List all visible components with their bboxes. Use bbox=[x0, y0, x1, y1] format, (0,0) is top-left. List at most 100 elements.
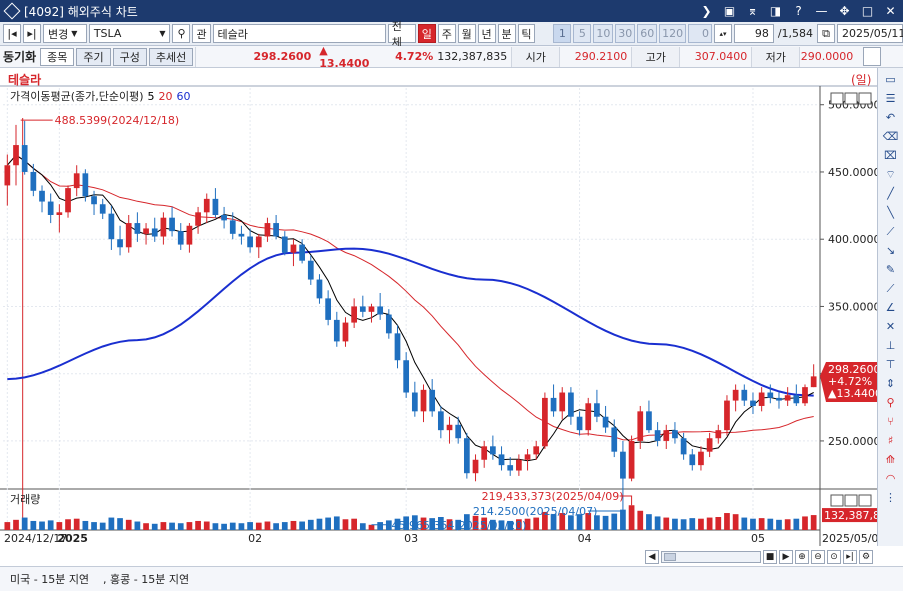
scroll-right-icon[interactable]: ▶ bbox=[779, 549, 793, 564]
scroll-end-icon[interactable]: ▸| bbox=[843, 549, 857, 564]
change-select[interactable]: 변경 ▼ bbox=[43, 24, 87, 43]
period-minute[interactable]: 분 bbox=[497, 24, 516, 43]
scroll-stop-icon[interactable]: ■ bbox=[763, 549, 777, 564]
volume-bar bbox=[394, 518, 401, 530]
arc-icon[interactable]: ◠ bbox=[885, 472, 896, 485]
list-icon[interactable]: ☰ bbox=[885, 92, 896, 105]
vertical-line-icon[interactable]: ⊥ bbox=[885, 339, 896, 352]
period-tick[interactable]: 틱 bbox=[517, 24, 536, 43]
zoom-fit-icon[interactable]: ⧉ bbox=[817, 24, 836, 43]
current-price: 298.2600 bbox=[195, 46, 315, 67]
undo-icon[interactable]: ↶ bbox=[885, 111, 896, 124]
trend-line-icon[interactable]: ⟋ bbox=[886, 224, 895, 238]
option-checkbox[interactable] bbox=[863, 47, 882, 66]
volume-bar bbox=[195, 520, 201, 530]
zoom-reset-icon[interactable]: ⊙ bbox=[827, 549, 841, 564]
volume-bar bbox=[437, 517, 444, 530]
minute-120[interactable]: 120 bbox=[659, 24, 687, 43]
minute-30[interactable]: 30 bbox=[615, 24, 636, 43]
volume-bar bbox=[160, 522, 167, 530]
period-day[interactable]: 일 bbox=[417, 24, 436, 43]
screenshot-icon[interactable]: ▣ bbox=[723, 3, 736, 18]
move-icon[interactable]: ✥ bbox=[839, 3, 850, 18]
ray-icon[interactable]: ╲ bbox=[887, 206, 894, 219]
first-icon[interactable]: |◂ bbox=[3, 24, 21, 43]
cursor-icon[interactable]: ▭ bbox=[885, 73, 896, 86]
chart-area[interactable]: 500.0000450.0000400.0000350.0000300.0000… bbox=[0, 68, 894, 546]
ma-legend[interactable]: 가격이동평균(종가,단순이평) 5 20 60 bbox=[10, 88, 191, 104]
price-chart[interactable]: 500.0000450.0000400.0000350.0000300.0000… bbox=[0, 68, 894, 546]
volume-bar bbox=[299, 521, 305, 530]
tab-stock[interactable]: 종목 bbox=[40, 47, 75, 66]
low-label: 저가 bbox=[751, 46, 800, 67]
candle-body bbox=[776, 397, 782, 401]
horizontal-line-icon[interactable]: ⊤ bbox=[885, 358, 896, 371]
minute-5[interactable]: 5 bbox=[573, 24, 592, 43]
candle-body bbox=[481, 446, 488, 460]
spinner-icon[interactable]: ▴▾ bbox=[713, 24, 732, 43]
pen-icon[interactable]: ✎ bbox=[885, 263, 896, 276]
volume-bar bbox=[680, 519, 687, 530]
candle-body bbox=[672, 430, 678, 439]
volume-bar bbox=[221, 523, 227, 530]
candle-body bbox=[82, 173, 89, 197]
close-icon[interactable]: ✕ bbox=[885, 3, 896, 18]
gann-icon[interactable]: ♯ bbox=[887, 434, 894, 447]
magnet-icon[interactable]: ⌔ bbox=[885, 167, 896, 181]
low-value: 290.0000 bbox=[799, 46, 857, 67]
interest-button[interactable]: 관 bbox=[192, 24, 211, 43]
slope-icon[interactable]: ⟋ bbox=[886, 281, 895, 295]
cross-icon[interactable]: ✕ bbox=[885, 320, 896, 333]
settings-icon[interactable]: ⚙ bbox=[859, 549, 873, 564]
all-button[interactable]: 전체 bbox=[387, 20, 416, 49]
zoom-out-icon[interactable]: ⊖ bbox=[811, 549, 825, 564]
zoom-in-icon[interactable]: ⊕ bbox=[795, 549, 809, 564]
fork-icon[interactable]: ⑂ bbox=[887, 415, 894, 428]
tab-composition[interactable]: 구성 bbox=[112, 47, 147, 66]
erase-all-icon[interactable]: ⌧ bbox=[884, 149, 897, 162]
scroll-left-icon[interactable]: ◀ bbox=[645, 549, 659, 564]
angle-icon[interactable]: ∠ bbox=[885, 301, 896, 314]
candle-body bbox=[663, 430, 670, 441]
next-icon[interactable]: ▸| bbox=[23, 24, 41, 43]
minimize-icon[interactable]: — bbox=[815, 3, 828, 18]
fan-icon[interactable]: ⟰ bbox=[885, 453, 896, 466]
ticker-input[interactable]: TSLA ▼ bbox=[88, 24, 171, 43]
minute-1[interactable]: 1 bbox=[553, 24, 572, 43]
count-input[interactable]: 98 bbox=[733, 24, 774, 43]
vol-high-marker-line bbox=[619, 495, 633, 506]
scrollbar-thumb[interactable] bbox=[664, 552, 676, 561]
link-icon[interactable]: ◨ bbox=[769, 3, 782, 18]
fibonacci-icon[interactable]: ⚲ bbox=[886, 396, 895, 409]
pin-icon[interactable]: ⌆ bbox=[747, 3, 758, 18]
period-month[interactable]: 월 bbox=[457, 24, 476, 43]
volume-bar bbox=[542, 511, 548, 530]
date-input[interactable]: 2025/05/11 bbox=[837, 24, 903, 43]
minute-10[interactable]: 10 bbox=[593, 24, 614, 43]
minute-60[interactable]: 60 bbox=[637, 24, 658, 43]
candle-body bbox=[108, 213, 115, 240]
maximize-icon[interactable]: □ bbox=[861, 3, 874, 18]
volume-bar bbox=[784, 519, 791, 530]
volume-bar bbox=[602, 515, 609, 530]
volume-legend[interactable]: 거래량 bbox=[10, 493, 41, 506]
more-tools-icon[interactable]: ⋮ bbox=[885, 491, 896, 504]
period-year[interactable]: 년 bbox=[477, 24, 496, 43]
arrow-line-icon[interactable]: ↘ bbox=[885, 244, 896, 257]
tab-period[interactable]: 주기 bbox=[76, 47, 111, 66]
candle-body bbox=[420, 389, 427, 412]
channel-icon[interactable]: ⇕ bbox=[885, 377, 896, 390]
volume-bar bbox=[108, 517, 115, 530]
collapse-icon[interactable]: ❯ bbox=[701, 3, 712, 18]
ticker-value: TSLA bbox=[93, 27, 122, 40]
period-week[interactable]: 주 bbox=[437, 24, 456, 43]
search-icon[interactable]: ⚲ bbox=[172, 24, 191, 43]
eraser-icon[interactable]: ⌫ bbox=[882, 130, 899, 143]
line-icon[interactable]: ╱ bbox=[887, 187, 894, 200]
candle-body bbox=[507, 465, 514, 471]
scrollbar-track[interactable] bbox=[661, 550, 761, 563]
tab-trendline[interactable]: 추세선 bbox=[148, 47, 194, 66]
help-icon[interactable]: ? bbox=[795, 3, 802, 18]
custom-minute-field[interactable]: 0 bbox=[688, 24, 712, 43]
candle-body bbox=[585, 403, 592, 431]
